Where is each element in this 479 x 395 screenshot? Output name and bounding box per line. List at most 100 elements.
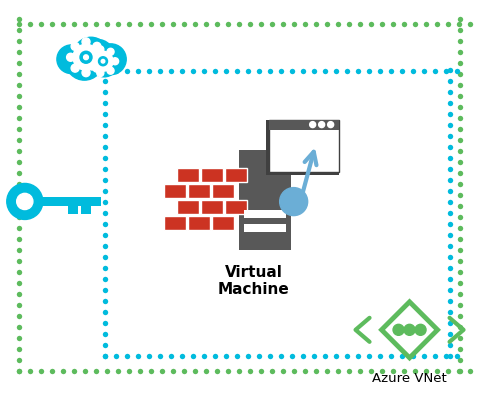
Circle shape (393, 324, 404, 335)
Point (15, 324, 23, 331)
Point (365, 352, 373, 359)
Point (446, 243, 454, 249)
Point (234, 352, 241, 359)
Circle shape (97, 46, 104, 53)
Point (70, 21, 78, 27)
Point (15, 258, 23, 265)
Point (201, 68, 208, 74)
Point (223, 68, 230, 74)
Circle shape (319, 122, 325, 128)
Point (323, 21, 331, 27)
Text: Azure VNet: Azure VNet (372, 372, 447, 385)
Point (332, 352, 340, 359)
Point (15, 49, 23, 55)
Circle shape (82, 69, 90, 77)
Point (15, 302, 23, 308)
Circle shape (93, 42, 101, 50)
Point (102, 286, 109, 293)
Point (410, 352, 417, 359)
Point (48, 368, 56, 374)
Point (15, 126, 23, 132)
Point (268, 21, 276, 27)
Point (456, 368, 463, 374)
Point (367, 21, 375, 27)
Point (446, 121, 454, 128)
Point (446, 286, 454, 293)
Point (443, 68, 450, 74)
Point (59, 21, 67, 27)
Point (125, 368, 133, 374)
Point (15, 148, 23, 154)
Bar (177, 167, 199, 182)
Circle shape (107, 67, 114, 74)
Point (456, 324, 464, 331)
Point (446, 99, 454, 105)
Point (256, 68, 263, 74)
Point (454, 352, 461, 359)
Point (266, 352, 274, 359)
Point (446, 264, 454, 271)
Circle shape (73, 44, 99, 70)
Point (343, 352, 351, 359)
Point (399, 68, 406, 74)
Point (456, 38, 464, 45)
Point (356, 21, 364, 27)
Point (213, 368, 221, 374)
Point (345, 21, 353, 27)
Point (102, 352, 109, 359)
Point (454, 68, 461, 74)
Point (310, 352, 318, 359)
Point (159, 368, 166, 374)
Point (456, 82, 464, 88)
Point (102, 166, 109, 172)
Point (191, 21, 199, 27)
Point (102, 275, 109, 282)
Point (378, 368, 386, 374)
Point (446, 297, 454, 304)
Point (102, 154, 109, 161)
Point (102, 243, 109, 249)
Point (446, 330, 454, 337)
Point (15, 82, 23, 88)
Point (411, 368, 419, 374)
Point (456, 302, 464, 308)
Point (279, 368, 287, 374)
Bar (244, 224, 285, 231)
Circle shape (57, 45, 86, 73)
Circle shape (107, 48, 114, 55)
Point (446, 176, 454, 182)
Point (102, 121, 109, 128)
Point (400, 368, 408, 374)
Point (288, 68, 296, 74)
Point (332, 68, 340, 74)
Point (15, 60, 23, 66)
Circle shape (95, 44, 126, 75)
Bar (81, 205, 91, 214)
Bar (188, 216, 210, 229)
Bar (225, 199, 247, 214)
Point (179, 352, 186, 359)
Point (102, 132, 109, 139)
Point (26, 368, 34, 374)
Point (170, 368, 177, 374)
Point (191, 368, 199, 374)
Point (456, 335, 464, 341)
Point (157, 68, 164, 74)
Point (301, 21, 309, 27)
Point (456, 225, 464, 231)
Bar (41, 197, 101, 206)
Point (312, 21, 320, 27)
Point (15, 225, 23, 231)
Bar (269, 120, 339, 171)
Point (456, 181, 464, 188)
Point (467, 21, 474, 27)
Point (148, 21, 155, 27)
Point (15, 137, 23, 143)
Point (168, 68, 175, 74)
Bar (244, 210, 285, 218)
Point (310, 68, 318, 74)
Point (15, 291, 23, 297)
Point (354, 352, 362, 359)
Point (321, 68, 329, 74)
Point (102, 198, 109, 205)
